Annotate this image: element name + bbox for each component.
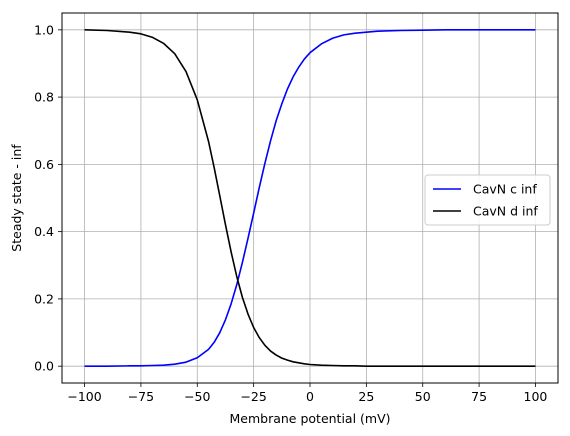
y-tick-label: 1.0 xyxy=(34,22,54,37)
x-axis-label: Membrane potential (mV) xyxy=(229,411,390,426)
y-tick-label: 0.2 xyxy=(34,291,54,306)
legend-box xyxy=(424,174,551,226)
y-axis-label: Steady state - inf xyxy=(9,144,24,252)
series-line-cavn-d-inf xyxy=(84,29,536,367)
series-line-cavn-c-inf xyxy=(84,29,536,367)
x-tick-label: −75 xyxy=(128,389,154,404)
y-axis: 0.0 0.2 0.4 0.6 0.8 1.0 xyxy=(34,22,62,374)
x-tick-label: 25 xyxy=(358,389,374,404)
legend-label: CavN d inf xyxy=(473,204,538,219)
x-tick-label: −100 xyxy=(67,389,101,404)
x-tick-label: −25 xyxy=(240,389,266,404)
x-tick-label: 100 xyxy=(524,389,548,404)
y-tick-label: 0.6 xyxy=(34,157,54,172)
legend-label: CavN c inf xyxy=(473,182,537,197)
x-tick-label: 50 xyxy=(415,389,431,404)
series-layer xyxy=(84,29,536,367)
y-tick-label: 0.8 xyxy=(34,90,54,105)
x-tick-label: −50 xyxy=(184,389,210,404)
y-tick-label: 0.0 xyxy=(34,359,54,374)
x-tick-label: 0 xyxy=(306,389,314,404)
legend: CavN c inf CavN d inf xyxy=(424,174,551,226)
x-tick-label: 75 xyxy=(471,389,487,404)
x-axis: −100 −75 −50 −25 0 25 50 75 100 xyxy=(67,383,547,404)
y-tick-label: 0.4 xyxy=(34,224,54,239)
